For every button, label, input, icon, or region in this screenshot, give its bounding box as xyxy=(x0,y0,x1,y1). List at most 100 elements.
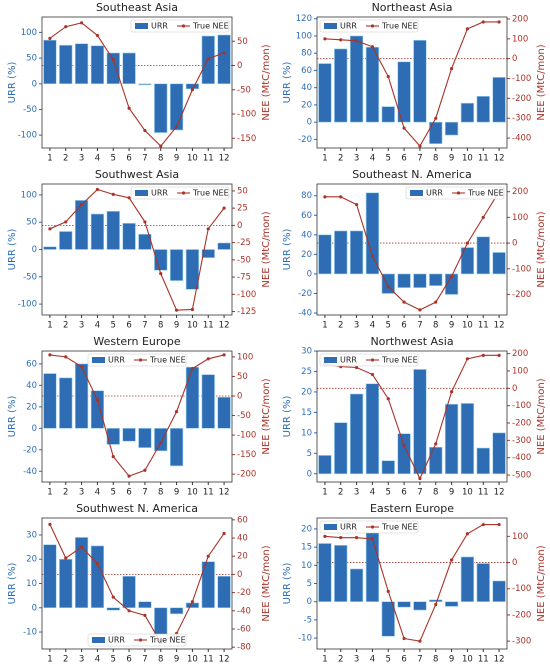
y2-tick-label: -500 xyxy=(512,471,531,481)
y-tick-label: 30 xyxy=(301,347,312,357)
y2-tick-label: 100 xyxy=(512,532,528,542)
line-marker xyxy=(370,537,375,541)
y2-tick-label: -100 xyxy=(237,290,256,300)
bar xyxy=(90,213,105,250)
y-axis-label: URR (%) xyxy=(282,229,293,271)
bar xyxy=(365,532,380,602)
line-marker xyxy=(143,468,147,472)
bar xyxy=(492,432,506,475)
x-tick-label: 3 xyxy=(354,655,359,665)
y-tick-label: -100 xyxy=(18,300,37,310)
y-tick-label: 0 xyxy=(307,269,312,279)
y2-tick-label: -300 xyxy=(512,114,531,124)
legend-swatch-marker xyxy=(181,191,186,195)
x-tick-label: 4 xyxy=(370,488,375,498)
line-marker xyxy=(354,365,359,370)
line-marker xyxy=(143,220,147,224)
y2-tick-label: 20 xyxy=(237,552,248,562)
line-marker xyxy=(354,39,359,43)
legend-label: True NEE xyxy=(149,356,186,365)
line-marker xyxy=(111,454,115,459)
bar xyxy=(43,373,57,429)
line-marker xyxy=(127,196,131,200)
x-tick-label: 10 xyxy=(187,321,198,331)
line-marker xyxy=(370,372,375,377)
y-tick-label: 15 xyxy=(301,543,312,553)
bar xyxy=(185,83,200,90)
panel-title: Southwest N. America xyxy=(76,502,198,515)
line-marker xyxy=(95,187,100,192)
y2-tick-label: -100 xyxy=(512,264,531,274)
y-tick-label: 80 xyxy=(301,191,312,201)
y2-tick-label: 200 xyxy=(512,349,528,359)
line-marker xyxy=(402,443,406,448)
legend-swatch xyxy=(324,23,337,29)
panel-title: Northeast Asia xyxy=(372,1,453,14)
x-tick-label: 9 xyxy=(449,154,454,164)
bar xyxy=(217,242,231,250)
bar xyxy=(169,428,184,467)
y2-tick-label: 100 xyxy=(512,213,528,223)
line-marker xyxy=(434,300,438,304)
bar xyxy=(185,249,200,290)
y-tick-label: 0 xyxy=(32,79,37,89)
y2-tick-label: -400 xyxy=(512,453,531,463)
line-marker xyxy=(111,192,115,196)
line-marker xyxy=(370,45,375,49)
line-marker xyxy=(497,522,501,527)
line-marker xyxy=(418,639,422,643)
line-marker xyxy=(127,106,131,110)
y2-tick-label: -100 xyxy=(512,401,531,411)
panel-title: Southeast N. America xyxy=(352,168,472,181)
x-tick-label: 6 xyxy=(126,488,131,498)
panel-title: Northwest Asia xyxy=(370,335,453,348)
bar xyxy=(334,230,348,275)
x-tick-label: 1 xyxy=(47,488,52,498)
x-tick-label: 12 xyxy=(494,655,505,665)
y2-tick-label: 100 xyxy=(512,366,528,376)
bar xyxy=(429,599,443,602)
line-marker xyxy=(127,609,131,613)
legend-label: URR xyxy=(151,189,168,198)
x-tick-label: 10 xyxy=(187,488,198,498)
y2-tick-label: 0 xyxy=(237,221,242,231)
x-tick-label: 11 xyxy=(203,488,214,498)
y2-tick-label: 50 xyxy=(237,186,248,196)
y2-tick-label: -200 xyxy=(512,94,531,104)
x-tick-label: 9 xyxy=(449,488,454,498)
x-tick-label: 7 xyxy=(417,655,422,665)
line xyxy=(49,188,225,311)
y-axis-label: URR (%) xyxy=(7,62,18,104)
x-tick-label: 3 xyxy=(79,321,84,331)
y-tick-label: -5 xyxy=(304,615,312,625)
y2-tick-label: 100 xyxy=(237,352,253,362)
bar xyxy=(217,396,231,429)
line xyxy=(49,524,225,644)
bar xyxy=(201,374,215,429)
x-tick-label: 12 xyxy=(219,655,230,665)
bar xyxy=(365,46,380,123)
bar xyxy=(460,403,475,475)
x-tick-label: 6 xyxy=(401,488,406,498)
bar xyxy=(169,607,184,615)
y2-tick-label: 100 xyxy=(512,34,528,44)
y-tick-label: 60 xyxy=(301,211,312,221)
x-tick-label: 3 xyxy=(79,488,84,498)
line-marker xyxy=(339,38,343,42)
bar xyxy=(90,45,105,85)
x-tick-label: 2 xyxy=(338,488,343,498)
y2-tick-label: 40 xyxy=(237,534,248,544)
line-marker xyxy=(159,144,163,148)
y-tick-label: 20 xyxy=(301,100,312,110)
x-tick-label: 4 xyxy=(370,154,375,164)
y-tick-label: -20 xyxy=(298,135,312,145)
legend-swatch xyxy=(135,23,148,29)
x-tick-label: 2 xyxy=(338,321,343,331)
line-marker xyxy=(465,241,470,245)
bar xyxy=(397,273,411,288)
y2-axis-label: NEE (MtC/mon) xyxy=(261,211,272,287)
bar xyxy=(185,366,200,429)
y-tick-label: 0 xyxy=(32,424,37,434)
y-tick-label: 25 xyxy=(301,367,312,377)
bar xyxy=(59,558,73,609)
